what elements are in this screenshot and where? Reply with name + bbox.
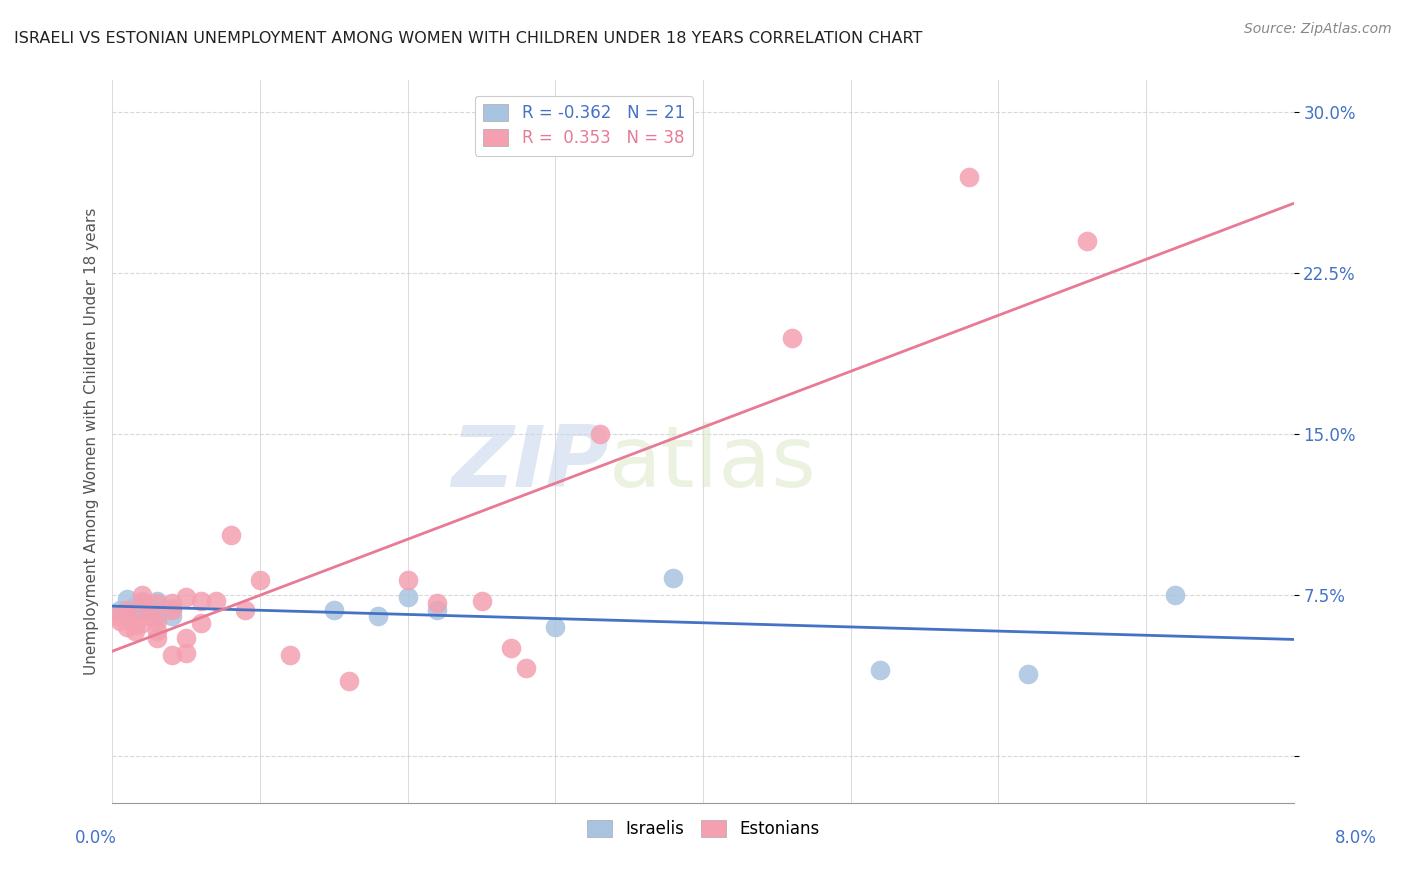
Point	[160, 609, 183, 624]
Point	[124, 603, 146, 617]
Legend: Israelis, Estonians: Israelis, Estonians	[581, 814, 825, 845]
Point	[131, 596, 153, 610]
Point	[588, 427, 610, 442]
Point	[426, 603, 449, 617]
Point	[146, 605, 169, 619]
Text: Source: ZipAtlas.com: Source: ZipAtlas.com	[1244, 22, 1392, 37]
Point	[146, 624, 169, 639]
Point	[233, 603, 256, 617]
Point	[131, 615, 153, 630]
Point	[124, 624, 146, 639]
Point	[1164, 588, 1187, 602]
Point	[131, 605, 153, 619]
Point	[278, 648, 301, 662]
Point	[501, 641, 523, 656]
Text: ZIP: ZIP	[451, 422, 609, 505]
Point	[396, 573, 419, 587]
Point	[108, 603, 131, 617]
Point	[780, 330, 803, 344]
Point	[544, 620, 567, 634]
Point	[131, 588, 153, 602]
Point	[108, 614, 131, 628]
Point	[515, 661, 537, 675]
Point	[117, 620, 138, 634]
Point	[426, 596, 449, 610]
Point	[117, 603, 138, 617]
Text: 8.0%: 8.0%	[1334, 829, 1376, 847]
Point	[174, 646, 197, 660]
Point	[1017, 667, 1039, 681]
Point	[471, 594, 494, 608]
Point	[131, 599, 153, 613]
Y-axis label: Unemployment Among Women with Children Under 18 years: Unemployment Among Women with Children U…	[83, 208, 98, 675]
Point	[174, 590, 197, 604]
Point	[117, 609, 138, 624]
Text: atlas: atlas	[609, 422, 817, 505]
Text: 0.0%: 0.0%	[75, 829, 117, 847]
Text: ISRAELI VS ESTONIAN UNEMPLOYMENT AMONG WOMEN WITH CHILDREN UNDER 18 YEARS CORREL: ISRAELI VS ESTONIAN UNEMPLOYMENT AMONG W…	[14, 31, 922, 46]
Point	[1076, 234, 1098, 248]
Point	[117, 603, 138, 617]
Point	[337, 673, 360, 688]
Point	[323, 603, 346, 617]
Point	[249, 573, 271, 587]
Point	[146, 594, 169, 608]
Point	[174, 631, 197, 645]
Point	[367, 609, 389, 624]
Point	[117, 592, 138, 607]
Point	[160, 600, 183, 615]
Point	[146, 596, 169, 610]
Point	[124, 618, 146, 632]
Point	[662, 571, 685, 585]
Point	[124, 599, 146, 613]
Point	[146, 609, 169, 624]
Point	[190, 615, 212, 630]
Point	[131, 594, 153, 608]
Point	[160, 596, 183, 610]
Point	[869, 663, 891, 677]
Point	[219, 528, 242, 542]
Point	[396, 590, 419, 604]
Point	[105, 609, 128, 624]
Point	[160, 603, 183, 617]
Point	[138, 609, 160, 624]
Point	[146, 614, 169, 628]
Point	[160, 648, 183, 662]
Point	[205, 594, 228, 608]
Point	[957, 169, 980, 184]
Point	[146, 631, 169, 645]
Point	[138, 600, 160, 615]
Point	[190, 594, 212, 608]
